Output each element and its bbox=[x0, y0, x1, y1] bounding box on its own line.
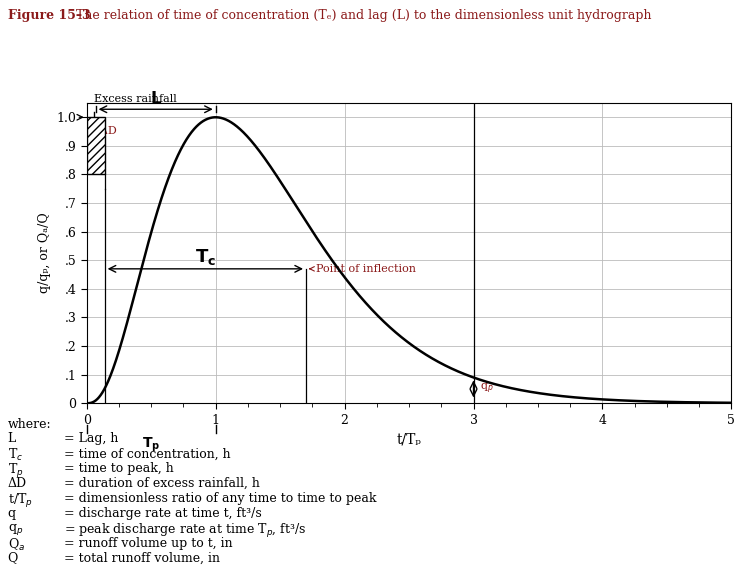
Text: q: q bbox=[8, 507, 16, 520]
Text: T$_c$: T$_c$ bbox=[8, 447, 23, 463]
Text: = time to peak, h: = time to peak, h bbox=[64, 462, 174, 475]
Text: q$_p$: q$_p$ bbox=[8, 522, 23, 537]
Text: = peak discharge rate at time T$_p$, ft³/s: = peak discharge rate at time T$_p$, ft³… bbox=[64, 522, 307, 539]
Text: = discharge rate at time t, ft³/s: = discharge rate at time t, ft³/s bbox=[64, 507, 262, 520]
Text: $\mathbf{T_c}$: $\mathbf{T_c}$ bbox=[195, 248, 216, 267]
Y-axis label: q/qₚ, or Qₐ/Q: q/qₚ, or Qₐ/Q bbox=[38, 213, 51, 293]
Text: = Lag, h: = Lag, h bbox=[64, 432, 118, 446]
Text: Figure 15–3: Figure 15–3 bbox=[8, 9, 90, 22]
Text: where:: where: bbox=[8, 418, 51, 431]
Text: $\mathbf{L}$: $\mathbf{L}$ bbox=[149, 91, 162, 108]
Text: Point of inflection: Point of inflection bbox=[310, 264, 416, 274]
X-axis label: t/Tₚ: t/Tₚ bbox=[397, 432, 421, 446]
Text: t/T$_p$: t/T$_p$ bbox=[8, 492, 32, 510]
Text: = runoff volume up to t, in: = runoff volume up to t, in bbox=[64, 537, 233, 550]
Text: The relation of time of concentration (Tₑ) and lag (L) to the dimensionless unit: The relation of time of concentration (T… bbox=[64, 9, 651, 22]
Bar bbox=[87, 117, 105, 174]
Text: = time of concentration, h: = time of concentration, h bbox=[64, 447, 231, 460]
Text: ← ΔD: ← ΔD bbox=[87, 126, 117, 136]
Text: Q$_a$: Q$_a$ bbox=[8, 537, 25, 553]
Text: q$_p$: q$_p$ bbox=[480, 382, 494, 396]
Text: Q: Q bbox=[8, 551, 18, 565]
Text: = duration of excess rainfall, h: = duration of excess rainfall, h bbox=[64, 477, 260, 490]
Text: ΔD: ΔD bbox=[8, 477, 26, 490]
Text: Excess rainfall: Excess rainfall bbox=[94, 94, 177, 104]
Text: = total runoff volume, in: = total runoff volume, in bbox=[64, 551, 220, 565]
Text: L: L bbox=[8, 432, 16, 446]
Text: $\mathbf{T_p}$: $\mathbf{T_p}$ bbox=[142, 436, 161, 454]
Text: T$_p$: T$_p$ bbox=[8, 462, 23, 480]
Text: = dimensionless ratio of any time to time to peak: = dimensionless ratio of any time to tim… bbox=[64, 492, 376, 505]
